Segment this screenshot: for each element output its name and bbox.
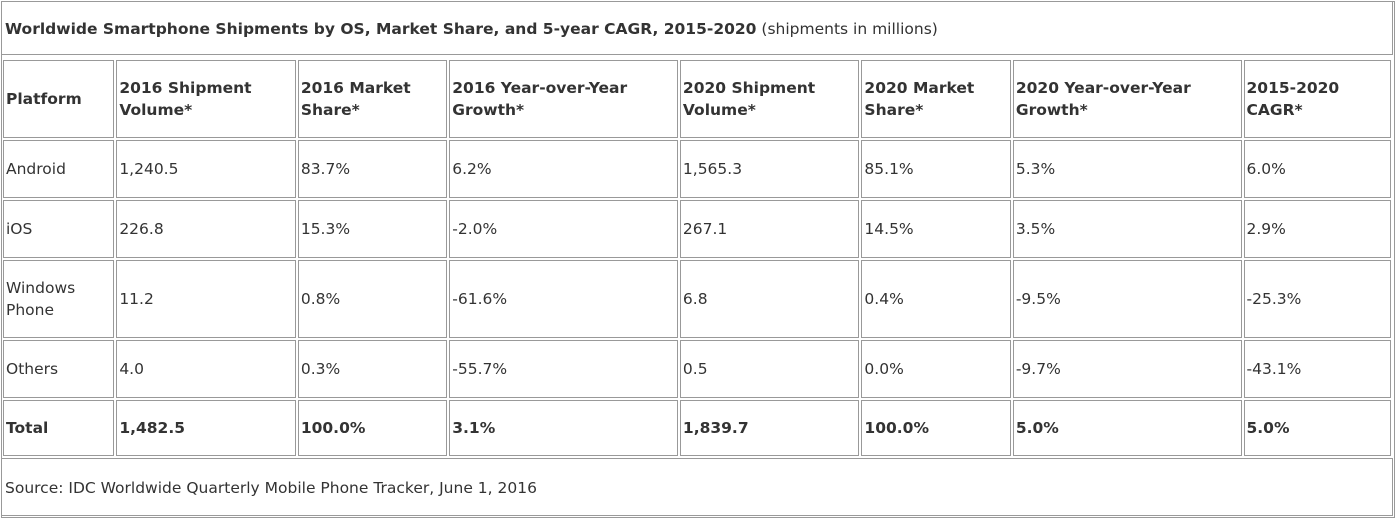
table-row-cagr-cell: -25.3% — [1243, 260, 1391, 338]
header-row-share-2020-cell: 2020 Market Share* — [861, 60, 1011, 138]
header-row-shipments-2020-cell: 2020 Shipment Volume* — [679, 60, 860, 138]
table-row: Windows Phone 11.2 0.8% -61.6% 6.8 0.4% -9.5% -… — [3, 260, 1391, 338]
table-row: Others 4.0 0.3% -55.7% 0.5 0.0% -9.7% -43.1% — [3, 340, 1391, 398]
header-row-growth-2020-cell: 2020 Year-over-Year Growth* — [1012, 60, 1242, 138]
total-row-shipments-2020-cell: 1,839.7 — [679, 400, 860, 456]
shipments-table: Platform 2016 Shipment Volume* 2016 Market… — [1, 58, 1393, 458]
table-row-growth-2016-cell: -61.6% — [449, 260, 678, 338]
source-note: Source: IDC Worldwide Quarterly Mobile P… — [1, 458, 1393, 516]
header-row-platform-cell: Platform — [3, 60, 115, 138]
table-row-share-2016-cell: 0.8% — [297, 260, 448, 338]
total-row-platform-cell: Total — [3, 400, 115, 456]
table-row-shipments-2016-cell: 1,240.5 — [116, 140, 296, 198]
table-row-shipments-2016-cell: 226.8 — [116, 200, 296, 258]
table-row-cagr-cell: 2.9% — [1243, 200, 1391, 258]
total-row-share-2020-cell: 100.0% — [861, 400, 1011, 456]
table-row-cagr-cell: -43.1% — [1243, 340, 1391, 398]
total-row-shipments-2016-cell: 1,482.5 — [116, 400, 296, 456]
table-row: iOS 226.8 15.3% -2.0% 267.1 14.5% 3.5% 2.9% — [3, 200, 1391, 258]
title-units: (shipments in millions) — [756, 20, 938, 38]
table-row-platform-cell: Windows Phone — [3, 260, 115, 338]
title-main: Worldwide Smartphone Shipments by OS, Ma… — [5, 20, 757, 38]
table-row-shipments-2020-cell: 1,565.3 — [679, 140, 860, 198]
table-row-share-2020-cell: 0.4% — [861, 260, 1011, 338]
header-row-growth-2016-cell: 2016 Year-over-Year Growth* — [449, 60, 678, 138]
table-row-platform-cell: iOS — [3, 200, 115, 258]
table-title: Worldwide Smartphone Shipments by OS, Ma… — [1, 1, 1393, 55]
header-row: Platform 2016 Shipment Volume* 2016 Market… — [3, 60, 1391, 138]
table-row-growth-2020-cell: 3.5% — [1012, 200, 1242, 258]
table-row-shipments-2016-cell: 4.0 — [116, 340, 296, 398]
table-row-growth-2016-cell: -2.0% — [449, 200, 678, 258]
table-row-share-2020-cell: 85.1% — [861, 140, 1011, 198]
total-row-growth-2016-cell: 3.1% — [449, 400, 678, 456]
total-row-cagr-cell: 5.0% — [1243, 400, 1391, 456]
table-row-cagr-cell: 6.0% — [1243, 140, 1391, 198]
table-row-shipments-2020-cell: 6.8 — [679, 260, 860, 338]
header-row-shipments-2016-cell: 2016 Shipment Volume* — [116, 60, 296, 138]
table-row-shipments-2016-cell: 11.2 — [116, 260, 296, 338]
table-row-share-2020-cell: 0.0% — [861, 340, 1011, 398]
table-row-shipments-2020-cell: 267.1 — [679, 200, 860, 258]
table-row-growth-2016-cell: -55.7% — [449, 340, 678, 398]
table-row-growth-2020-cell: -9.5% — [1012, 260, 1242, 338]
table-row-growth-2020-cell: -9.7% — [1012, 340, 1242, 398]
table-row-growth-2020-cell: 5.3% — [1012, 140, 1242, 198]
total-row-growth-2020-cell: 5.0% — [1012, 400, 1242, 456]
table-row-share-2020-cell: 14.5% — [861, 200, 1011, 258]
table-row: Android 1,240.5 83.7% 6.2% 1,565.3 85.1% 5.3% 6… — [3, 140, 1391, 198]
table-row-growth-2016-cell: 6.2% — [449, 140, 678, 198]
table-row-share-2016-cell: 15.3% — [297, 200, 448, 258]
header-row-share-2016-cell: 2016 Market Share* — [297, 60, 448, 138]
table-row-platform-cell: Others — [3, 340, 115, 398]
table-row-platform-cell: Android — [3, 140, 115, 198]
total-row-share-2016-cell: 100.0% — [297, 400, 448, 456]
header-row-cagr-cell: 2015-2020 CAGR* — [1243, 60, 1391, 138]
total-row: Total 1,482.5 100.0% 3.1% 1,839.7 100.0% 5.0% 5… — [3, 400, 1391, 456]
table-row-share-2016-cell: 83.7% — [297, 140, 448, 198]
table-row-share-2016-cell: 0.3% — [297, 340, 448, 398]
table-row-shipments-2020-cell: 0.5 — [679, 340, 860, 398]
